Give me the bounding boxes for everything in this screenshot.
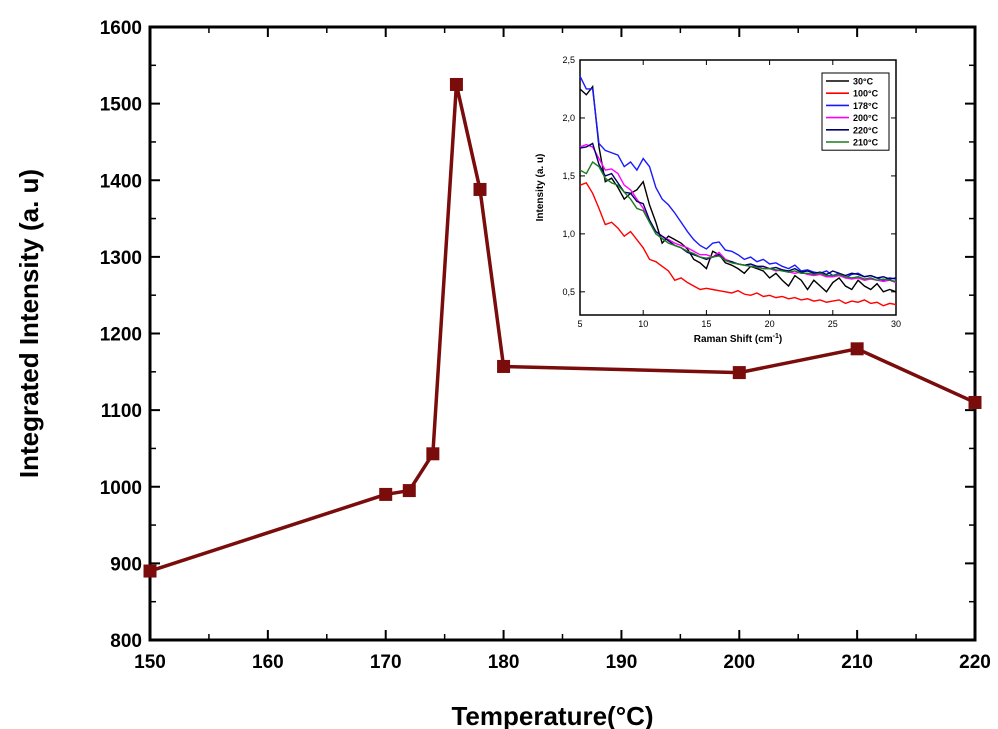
inset-y-tick-label: 0,5 <box>562 287 575 297</box>
y-tick-label: 1500 <box>100 95 142 116</box>
data-point <box>850 342 864 356</box>
x-tick-label: 200 <box>723 652 755 673</box>
inset-series-line <box>579 160 897 283</box>
x-tick-label: 220 <box>959 652 991 673</box>
legend-label: 178°C <box>853 101 879 111</box>
data-point <box>143 564 157 578</box>
inset-x-tick-label: 20 <box>765 319 775 329</box>
inset-x-tick-label: 15 <box>701 319 711 329</box>
inset-y-tick-label: 1,5 <box>562 171 575 181</box>
legend-label: 210°C <box>853 138 879 148</box>
main-series <box>143 77 982 578</box>
x-tick-label: 180 <box>488 652 520 673</box>
inset-x-tick-label: 30 <box>891 319 901 329</box>
inset-x-tick-label: 25 <box>828 319 838 329</box>
data-point <box>426 447 440 461</box>
inset-y-axis-label: Intensity (a. u) <box>535 154 546 222</box>
inset-x-tick-label: 10 <box>638 319 648 329</box>
data-point <box>497 359 511 373</box>
inset-y-tick-label: 1,0 <box>562 229 575 239</box>
legend-label: 200°C <box>853 113 879 123</box>
legend-label: 220°C <box>853 125 879 135</box>
inset-x-axis-label-suffix: ) <box>779 334 782 345</box>
y-tick-label: 1000 <box>100 478 142 499</box>
data-point <box>449 77 463 91</box>
inset-series-line <box>579 182 897 307</box>
inset-y-tick-label: 2,5 <box>562 55 575 65</box>
series-line <box>149 84 976 573</box>
inset-legend <box>821 72 890 151</box>
data-point <box>402 484 416 498</box>
inset-y-tick-label: 2,0 <box>562 113 575 123</box>
inset-x-axis-label: Raman Shift (cm-1) <box>694 333 782 345</box>
data-point <box>968 395 982 409</box>
inset-x-axis-label-sup: -1 <box>773 333 779 340</box>
data-point <box>379 487 393 501</box>
y-axis-label: Integrated Intensity (a. u) <box>14 169 44 478</box>
inset-chart: 5 10 15 20 25 30 0,5 1,0 1,5 2,0 2,5 Raman Shift (c… <box>535 55 901 345</box>
main-axes: 150 160 170 180 190 200 210 220 800 900 1000 1100 12… <box>14 18 991 729</box>
x-tick-label: 210 <box>841 652 873 673</box>
y-tick-label: 800 <box>110 631 142 652</box>
x-tick-label: 160 <box>252 652 284 673</box>
y-tick-label: 1400 <box>100 171 142 192</box>
y-tick-label: 1300 <box>100 248 142 269</box>
x-tick-label: 170 <box>370 652 402 673</box>
x-tick-label: 190 <box>606 652 638 673</box>
data-point <box>473 182 487 196</box>
legend-label: 100°C <box>853 89 879 99</box>
x-tick-label: 150 <box>134 652 166 673</box>
inset-x-tick-label: 5 <box>577 319 582 329</box>
data-point <box>732 366 746 380</box>
x-axis-label: Temperature(°C) <box>451 701 653 729</box>
y-tick-label: 1200 <box>100 325 142 346</box>
y-tick-label: 1100 <box>101 401 142 422</box>
y-tick-label: 900 <box>110 554 142 575</box>
y-tick-label: 1600 <box>100 18 142 39</box>
legend-label: 30°C <box>853 77 874 87</box>
